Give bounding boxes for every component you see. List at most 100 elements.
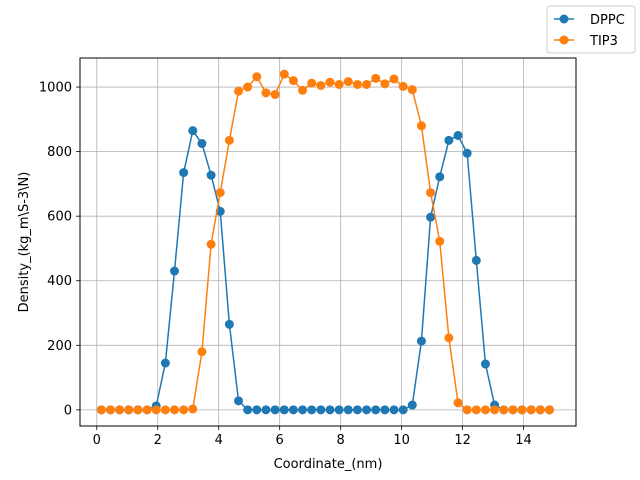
data-point-tip3 [426,188,436,198]
data-point-tip3 [96,405,106,415]
legend-marker-dppc [559,14,569,24]
data-point-dppc [279,405,289,415]
data-point-dppc [389,405,399,415]
data-point-tip3 [124,405,134,415]
x-tick-label: 12 [454,433,471,448]
data-point-dppc [252,405,262,415]
data-point-dppc [160,358,170,368]
data-point-tip3 [243,82,253,92]
data-point-tip3 [334,79,344,89]
data-point-tip3 [508,405,518,415]
legend-label-tip3: TIP3 [589,34,618,49]
data-point-tip3 [151,405,161,415]
data-point-dppc [426,212,436,222]
y-axis-title: Density_(kg_m\S-3\N) [17,172,32,313]
x-tick-label: 14 [515,433,532,448]
x-tick-label: 10 [393,433,410,448]
legend-marker-tip3 [559,35,569,45]
data-point-tip3 [261,88,271,98]
data-point-dppc [343,405,353,415]
data-point-tip3 [499,405,509,415]
x-tick-label: 4 [215,433,223,448]
data-point-dppc [407,400,417,410]
data-point-tip3 [343,77,353,87]
data-point-tip3 [224,135,234,145]
data-point-dppc [471,255,481,265]
data-point-tip3 [270,89,280,99]
x-tick-label: 0 [93,433,101,448]
data-point-dppc [435,172,445,182]
legend-box [546,5,636,54]
series-tip3 [96,69,554,415]
data-point-tip3 [252,72,262,82]
data-point-tip3 [105,405,115,415]
data-point-tip3 [407,85,417,95]
data-point-tip3 [142,405,152,415]
data-point-tip3 [490,405,500,415]
data-point-dppc [398,405,408,415]
data-point-dppc [352,405,362,415]
data-point-tip3 [325,77,335,87]
x-axis-title: Coordinate_(nm) [274,457,383,472]
data-point-tip3 [170,405,180,415]
legend-label-dppc: DPPC [590,13,625,28]
data-point-dppc [298,405,308,415]
y-tick-label: 800 [47,145,72,160]
data-point-dppc [480,359,490,369]
x-tick-label: 8 [337,433,345,448]
series-line-dppc [101,129,550,411]
y-tick-label: 400 [47,274,72,289]
y-tick-label: 1000 [39,81,72,96]
data-point-tip3 [298,85,308,95]
data-point-tip3 [471,405,481,415]
data-point-dppc [334,405,344,415]
y-tick-label: 600 [47,210,72,225]
plot-area [80,58,576,426]
x-tick-label: 2 [154,433,162,448]
data-point-tip3 [307,78,317,88]
data-point-dppc [197,139,207,149]
data-point-tip3 [197,347,207,357]
data-point-dppc [462,148,472,158]
data-point-tip3 [133,405,143,415]
data-point-tip3 [352,79,362,89]
data-point-tip3 [215,188,225,198]
data-point-tip3 [398,81,408,91]
data-point-dppc [243,405,253,415]
data-point-dppc [453,130,463,140]
data-point-dppc [380,405,390,415]
data-point-dppc [325,405,335,415]
data-point-tip3 [416,121,426,131]
data-point-tip3 [544,405,554,415]
data-point-dppc [307,405,317,415]
data-point-dppc [288,405,298,415]
data-point-tip3 [435,236,445,246]
data-point-tip3 [480,405,490,415]
data-point-tip3 [517,405,527,415]
data-point-tip3 [380,79,390,89]
data-point-tip3 [371,73,381,83]
data-point-tip3 [206,239,216,249]
x-axis-ticks: 0 2 4 6 8 10 12 14 [93,426,532,448]
data-point-tip3 [535,405,545,415]
series-layer [96,69,554,415]
data-point-dppc [316,405,326,415]
data-point-tip3 [526,405,536,415]
data-point-dppc [179,168,189,178]
data-point-tip3 [362,79,372,89]
data-point-tip3 [288,76,298,86]
data-point-tip3 [279,69,289,79]
data-point-tip3 [115,405,125,415]
data-point-tip3 [160,405,170,415]
data-point-dppc [362,405,372,415]
y-tick-label: 200 [47,339,72,354]
data-point-tip3 [179,405,189,415]
y-tick-label: 0 [64,403,72,418]
data-point-tip3 [316,80,326,90]
plot-frame [79,57,577,427]
data-point-tip3 [444,333,454,343]
y-axis-ticks: 0 200 400 600 800 1000 [39,81,80,418]
data-point-tip3 [188,404,198,414]
data-point-dppc [270,405,280,415]
data-point-dppc [206,170,216,180]
